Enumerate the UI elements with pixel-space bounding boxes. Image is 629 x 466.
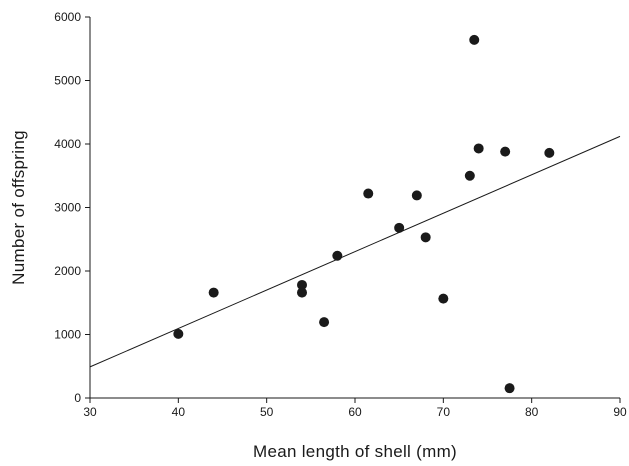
data-point xyxy=(297,279,307,290)
x-tick-label: 30 xyxy=(83,405,97,419)
data-point xyxy=(363,188,374,199)
data-point xyxy=(208,287,219,298)
points-group xyxy=(173,34,555,394)
y-tick-label: 0 xyxy=(74,391,81,405)
x-tick-label: 70 xyxy=(437,405,451,419)
ticks-group: 30 40 50 60 70 80 90 0 1000 2000 3000 4000 5000 6000 xyxy=(54,10,627,419)
y-tick-label: 3000 xyxy=(54,201,81,215)
x-tick-label: 50 xyxy=(260,405,274,419)
y-tick-label: 1000 xyxy=(54,328,81,342)
x-tick-label: 40 xyxy=(172,405,186,419)
y-tick-label: 4000 xyxy=(54,137,81,151)
data-point xyxy=(297,287,307,298)
data-point xyxy=(173,328,184,339)
y-tick-label: 5000 xyxy=(54,74,81,88)
data-point xyxy=(394,222,405,233)
y-tick-label: 6000 xyxy=(54,10,81,24)
y-tick-label: 2000 xyxy=(54,264,81,278)
data-point xyxy=(469,34,480,45)
trendline-group xyxy=(89,135,621,368)
data-point xyxy=(500,146,511,157)
axes-group xyxy=(89,17,620,399)
data-point xyxy=(411,190,422,201)
regression-line xyxy=(89,135,621,368)
x-tick-label: 80 xyxy=(525,405,539,419)
data-point xyxy=(544,147,555,158)
data-point xyxy=(473,143,484,154)
y-axis-title: Number of offspring xyxy=(9,130,28,285)
data-point xyxy=(504,383,515,394)
x-axis-title: Mean length of shell (mm) xyxy=(253,442,457,461)
data-point xyxy=(319,317,330,328)
x-tick-label: 60 xyxy=(348,405,362,419)
data-point xyxy=(420,232,431,243)
data-point xyxy=(438,293,449,304)
data-point xyxy=(464,170,475,181)
data-point xyxy=(332,250,343,261)
x-tick-label: 90 xyxy=(613,405,627,419)
